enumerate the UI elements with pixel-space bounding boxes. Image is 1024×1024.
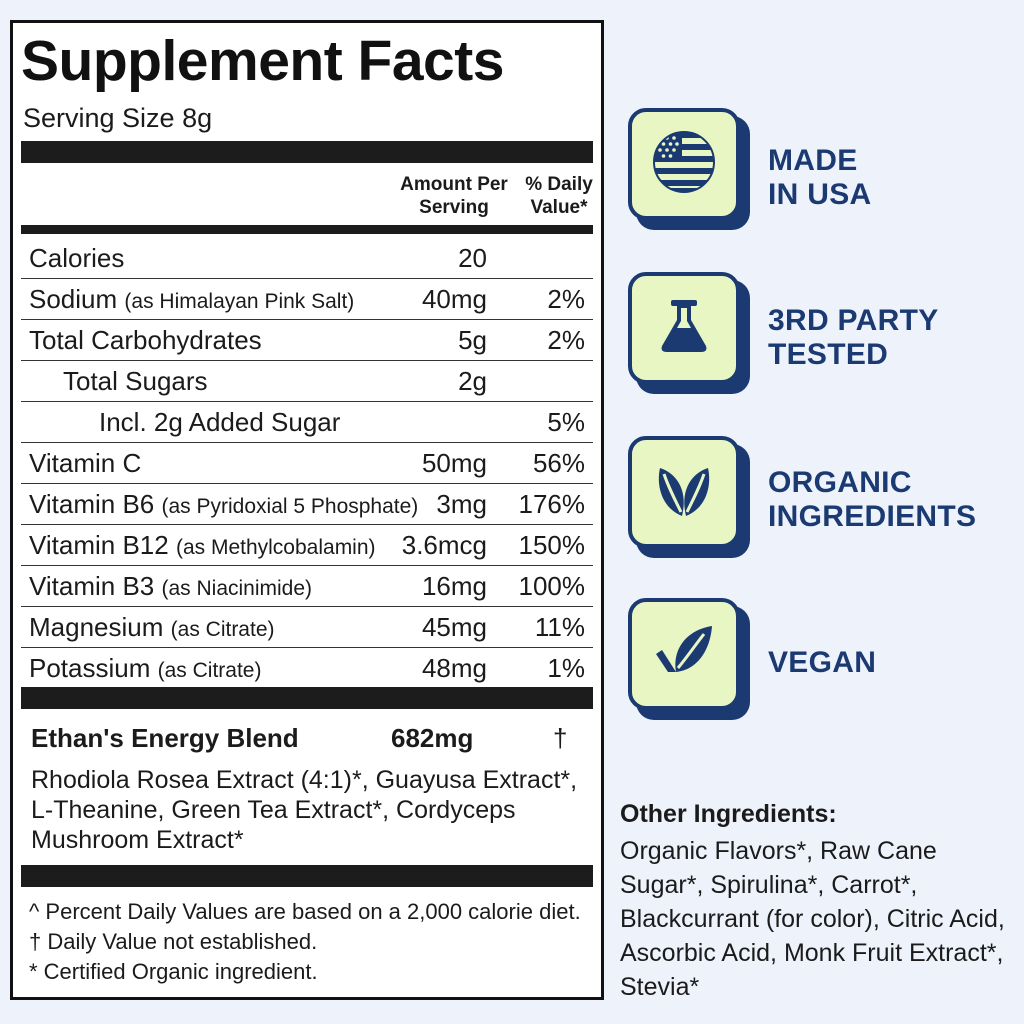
daily-value-header: % Daily Value*: [525, 174, 593, 218]
nutrient-name: Incl. 2g Added Sugar: [99, 407, 341, 437]
thick-divider: [21, 687, 593, 709]
nutrient-dv: 56%: [532, 448, 585, 478]
footnote-dagger: † Daily Value not established.: [29, 929, 318, 954]
blend-amount: 682mg: [391, 723, 474, 753]
supplement-facts-panel: Supplement Facts Serving Size 8g Amount …: [10, 20, 604, 1000]
nutrient-name: Total Sugars: [63, 366, 208, 396]
badge-3rd-party-tested: [628, 272, 750, 394]
nutrient-dv: 100%: [518, 571, 586, 601]
footnote-daily-values: ^ Percent Daily Values are based on a 2,…: [29, 899, 581, 924]
nutrient-dv: 5%: [547, 407, 585, 437]
nutrient-name: Vitamin B6: [29, 489, 155, 519]
nutrient-source: (as Citrate): [170, 618, 275, 641]
nutrient-amount: 3.6mcg: [401, 530, 487, 560]
badge-label-organic-ingredients: ORGANIC INGREDIENTS: [768, 466, 977, 533]
leaves-icon: [652, 458, 716, 527]
medium-divider: [21, 225, 593, 234]
nutrient-source: (as Pyridoxial 5 Phosphate): [161, 495, 419, 518]
blend-dv: †: [553, 723, 568, 753]
vegan-leaf-check-icon: [652, 620, 716, 689]
nutrient-dv: 176%: [518, 489, 586, 519]
nutrient-name: Potassium: [29, 653, 151, 683]
nutrient-row: Incl. 2g Added Sugar 5%: [21, 402, 593, 443]
blend-name: Ethan's Energy Blend: [31, 723, 299, 753]
nutrient-row: Total Sugars 2g: [21, 361, 593, 402]
nutrient-name: Vitamin B12: [29, 530, 169, 560]
nutrient-amount: 20: [458, 243, 487, 273]
badge-organic-ingredients: [628, 436, 750, 558]
nutrient-amount: 50mg: [421, 448, 487, 478]
blend-ingredients: Rhodiola Rosea Extract (4:1)*, Guayusa E…: [31, 766, 578, 854]
badge-label-3rd-party-tested: 3RD PARTY TESTED: [768, 304, 939, 371]
nutrient-dv: 2%: [547, 284, 585, 314]
panel-title: Supplement Facts: [21, 29, 504, 93]
nutrient-name: Vitamin C: [29, 448, 142, 478]
nutrient-row: Potassium (as Citrate) 48mg 1%: [21, 648, 593, 689]
nutrient-source: (as Himalayan Pink Salt): [124, 290, 355, 313]
usa-flag-icon: [652, 130, 716, 199]
nutrient-source: (as Niacinimide): [161, 577, 313, 600]
other-ingredients-text: Organic Flavors*, Raw Cane Sugar*, Spiru…: [620, 837, 1005, 1001]
thick-divider: [21, 865, 593, 887]
badge-made-in-usa: [628, 108, 750, 230]
nutrient-row: Magnesium (as Citrate) 45mg 11%: [21, 607, 593, 648]
nutrient-row: Vitamin B12 (as Methylcobalamin) 3.6mcg …: [21, 525, 593, 566]
nutrient-row: Calories 20: [21, 238, 593, 279]
serving-size: Serving Size 8g: [23, 103, 213, 133]
badge-vegan: [628, 598, 750, 720]
badge-label-vegan: VEGAN: [768, 646, 877, 679]
nutrient-amount: 40mg: [421, 284, 487, 314]
badge-label-made-in-usa: MADE IN USA: [768, 144, 872, 211]
footnote-organic: * Certified Organic ingredient.: [29, 959, 318, 984]
nutrient-amount: 3mg: [436, 489, 487, 519]
nutrient-amount: 16mg: [421, 571, 487, 601]
nutrient-name: Total Carbohydrates: [29, 325, 262, 355]
nutrient-row: Vitamin B3 (as Niacinimide) 16mg 100%: [21, 566, 593, 607]
nutrient-dv: 11%: [534, 612, 585, 642]
nutrient-amount: 45mg: [421, 612, 487, 642]
nutrient-row: Sodium (as Himalayan Pink Salt) 40mg 2%: [21, 279, 593, 320]
nutrient-row: Vitamin C 50mg 56%: [21, 443, 593, 484]
nutrient-dv: 2%: [547, 325, 585, 355]
amount-per-serving-header: Amount Per Serving: [400, 174, 508, 218]
nutrient-row: Total Carbohydrates 5g 2%: [21, 320, 593, 361]
nutrient-name: Sodium: [29, 284, 118, 314]
footnotes: ^ Percent Daily Values are based on a 2,…: [29, 897, 581, 987]
nutrient-source: (as Methylcobalamin): [175, 536, 376, 559]
nutrient-amount: 2g: [458, 366, 487, 396]
nutrient-source: (as Citrate): [157, 659, 262, 682]
nutrient-dv: 150%: [518, 530, 586, 560]
lab-flask-icon: [654, 296, 714, 361]
nutrient-name: Vitamin B3: [29, 571, 155, 601]
nutrient-name: Calories: [29, 243, 125, 273]
nutrient-name: Magnesium: [29, 612, 164, 642]
nutrient-list: Calories 20 Sodium (as Himalayan Pink Sa…: [21, 238, 593, 689]
other-ingredients-title: Other Ingredients:: [620, 800, 837, 828]
nutrient-amount: 5g: [458, 325, 487, 355]
nutrient-dv: 1%: [547, 653, 585, 683]
nutrient-amount: 48mg: [421, 653, 487, 683]
thick-divider: [21, 141, 593, 163]
nutrient-row: Vitamin B6 (as Pyridoxial 5 Phosphate) 3…: [21, 484, 593, 525]
